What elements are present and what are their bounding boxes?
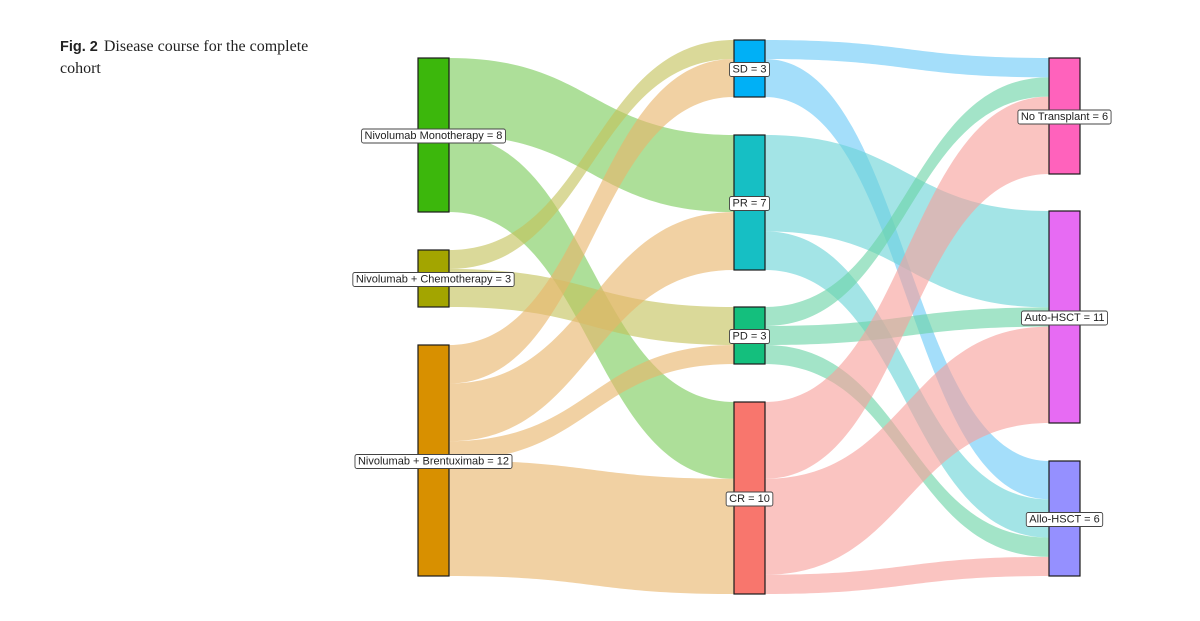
flow-sd-to-notx	[765, 40, 1049, 78]
node-label-box-pr	[729, 196, 770, 211]
figure-number: Fig. 2	[60, 39, 98, 55]
node-label-pr: PR = 7	[729, 196, 770, 211]
flow-nivo_brent-to-sd	[449, 59, 734, 384]
node-label-box-nivo_mono	[361, 128, 506, 144]
node-label-nivo_mono: Nivolumab Monotherapy = 8	[361, 128, 506, 144]
node-label-text-pr: PR = 7	[733, 198, 767, 210]
flow-pr-to-auto	[765, 135, 1049, 308]
sankey-labels: Nivolumab Monotherapy = 8 Nivolumab + Che…	[352, 62, 1112, 527]
node-label-box-allo	[1025, 512, 1104, 527]
flow-nivo_chemo-to-sd	[449, 40, 734, 269]
node-label-text-allo: Allo-HSCT = 6	[1029, 514, 1099, 526]
sankey-links	[449, 40, 1049, 594]
node-label-notx: No Transplant = 6	[1017, 109, 1112, 125]
node-label-cr: CR = 10	[725, 491, 774, 507]
node-label-text-nivo_chemo: Nivolumab + Chemotherapy = 3	[356, 274, 511, 286]
node-label-sd: SD = 3	[729, 62, 770, 77]
node-label-allo: Allo-HSCT = 6	[1025, 512, 1104, 527]
node-label-text-cr: CR = 10	[729, 493, 770, 505]
node-label-text-pd: PD = 3	[733, 331, 767, 343]
flow-cr-to-notx	[765, 96, 1049, 479]
node-label-box-nivo_chemo	[352, 272, 515, 287]
flow-pr-to-allo	[765, 231, 1049, 538]
node-label-box-sd	[729, 62, 770, 77]
node-label-nivo_chemo: Nivolumab + Chemotherapy = 3	[352, 272, 515, 287]
figure-caption-text: Disease course for the complete cohort	[60, 38, 309, 77]
node-label-text-auto: Auto-HSCT = 11	[1025, 312, 1105, 324]
node-label-text-nivo_brent: Nivolumab + Brentuximab = 12	[358, 456, 509, 468]
node-label-box-nivo_brent	[354, 454, 513, 469]
flow-nivo_brent-to-pr	[449, 212, 734, 442]
flow-nivo_brent-to-cr	[449, 460, 734, 594]
node-label-box-cr	[725, 491, 774, 507]
node-label-box-notx	[1017, 109, 1112, 125]
node-label-nivo_brent: Nivolumab + Brentuximab = 12	[354, 454, 513, 469]
figure-caption: Fig. 2 Disease course for the complete co…	[60, 36, 320, 79]
node-label-text-sd: SD = 3	[733, 64, 767, 76]
flow-pd-to-notx	[765, 77, 1049, 326]
node-label-auto: Auto-HSCT = 11	[1021, 310, 1108, 326]
node-label-text-notx: No Transplant = 6	[1021, 111, 1108, 123]
flow-nivo_mono-to-pr	[449, 58, 734, 213]
node-label-text-nivo_mono: Nivolumab Monotherapy = 8	[365, 130, 503, 142]
flow-cr-to-auto	[765, 326, 1049, 575]
node-label-box-auto	[1021, 310, 1108, 326]
flow-cr-to-allo	[765, 556, 1049, 594]
node-label-box-pd	[729, 329, 770, 344]
node-label-pd: PD = 3	[729, 329, 770, 344]
flow-nivo_brent-to-pd	[449, 345, 734, 461]
